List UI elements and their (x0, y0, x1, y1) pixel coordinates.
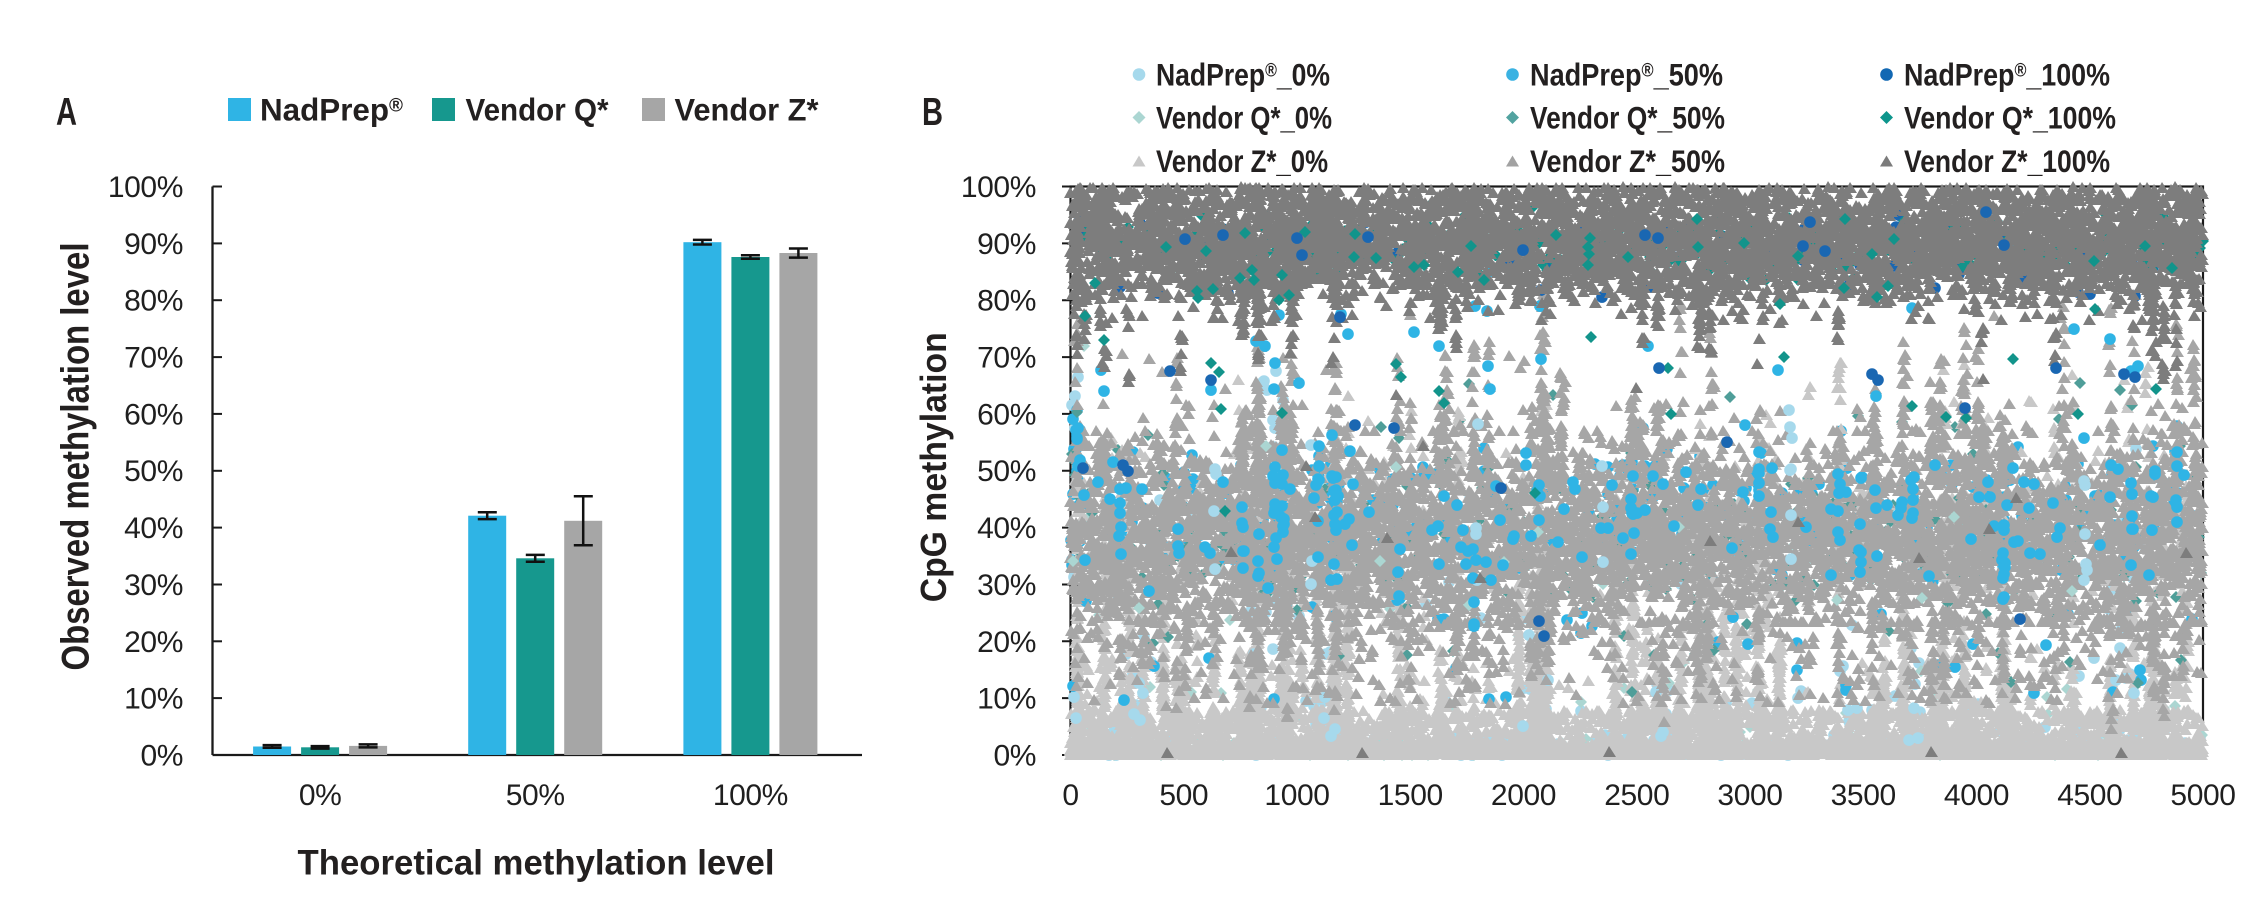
svg-text:NadPrep®: NadPrep® (260, 92, 403, 128)
svg-text:Theoretical methylation level: Theoretical methylation level (298, 844, 775, 883)
svg-text:100%: 100% (713, 779, 788, 812)
svg-text:B: B (922, 91, 943, 134)
svg-text:NadPrep®_0%: NadPrep®_0% (1156, 57, 1330, 93)
svg-text:60%: 60% (977, 398, 1036, 431)
svg-text:60%: 60% (124, 398, 183, 431)
svg-text:90%: 90% (124, 228, 183, 261)
svg-text:90%: 90% (977, 228, 1036, 261)
svg-text:CpG methylation: CpG methylation (913, 332, 954, 602)
svg-text:70%: 70% (977, 342, 1036, 375)
svg-text:50%: 50% (124, 455, 183, 488)
svg-text:A: A (56, 91, 77, 134)
svg-text:70%: 70% (124, 342, 183, 375)
svg-text:3500: 3500 (1831, 779, 1896, 812)
svg-text:20%: 20% (977, 626, 1036, 659)
svg-text:3000: 3000 (1717, 779, 1782, 812)
svg-text:0%: 0% (299, 779, 342, 812)
svg-text:Vendor Q*: Vendor Q* (466, 92, 610, 128)
svg-text:40%: 40% (977, 512, 1036, 545)
svg-text:50%: 50% (506, 779, 565, 812)
svg-text:100%: 100% (108, 171, 183, 204)
svg-text:Vendor Z*_0%: Vendor Z*_0% (1156, 143, 1328, 179)
svg-text:Vendor Z*_100%: Vendor Z*_100% (1904, 143, 2110, 179)
svg-text:10%: 10% (124, 683, 183, 716)
svg-text:NadPrep®_100%: NadPrep®_100% (1904, 57, 2110, 93)
svg-text:Observed methylation level: Observed methylation level (55, 243, 98, 671)
svg-text:30%: 30% (124, 569, 183, 602)
svg-text:Vendor Q*_100%: Vendor Q*_100% (1904, 100, 2116, 136)
svg-text:1500: 1500 (1378, 779, 1443, 812)
svg-text:80%: 80% (977, 285, 1036, 318)
svg-text:Vendor Z*_50%: Vendor Z*_50% (1530, 143, 1725, 179)
svg-text:100%: 100% (961, 171, 1036, 204)
svg-text:NadPrep®_50%: NadPrep®_50% (1530, 57, 1723, 93)
svg-text:4000: 4000 (1944, 779, 2009, 812)
svg-text:4500: 4500 (2057, 779, 2122, 812)
svg-text:2000: 2000 (1491, 779, 1556, 812)
svg-text:50%: 50% (977, 455, 1036, 488)
svg-text:0: 0 (1062, 779, 1078, 812)
svg-text:0%: 0% (993, 740, 1036, 773)
svg-text:80%: 80% (124, 285, 183, 318)
svg-text:Vendor Z*: Vendor Z* (675, 92, 820, 128)
svg-text:500: 500 (1159, 779, 1208, 812)
svg-text:30%: 30% (977, 569, 1036, 602)
svg-text:40%: 40% (124, 512, 183, 545)
svg-text:5000: 5000 (2170, 779, 2235, 812)
svg-text:2500: 2500 (1604, 779, 1669, 812)
svg-text:Vendor Q*_50%: Vendor Q*_50% (1530, 100, 1725, 136)
svg-text:10%: 10% (977, 683, 1036, 716)
svg-text:0%: 0% (140, 740, 183, 773)
svg-text:20%: 20% (124, 626, 183, 659)
svg-text:1000: 1000 (1264, 779, 1329, 812)
svg-text:Vendor Q*_0%: Vendor Q*_0% (1156, 100, 1332, 136)
